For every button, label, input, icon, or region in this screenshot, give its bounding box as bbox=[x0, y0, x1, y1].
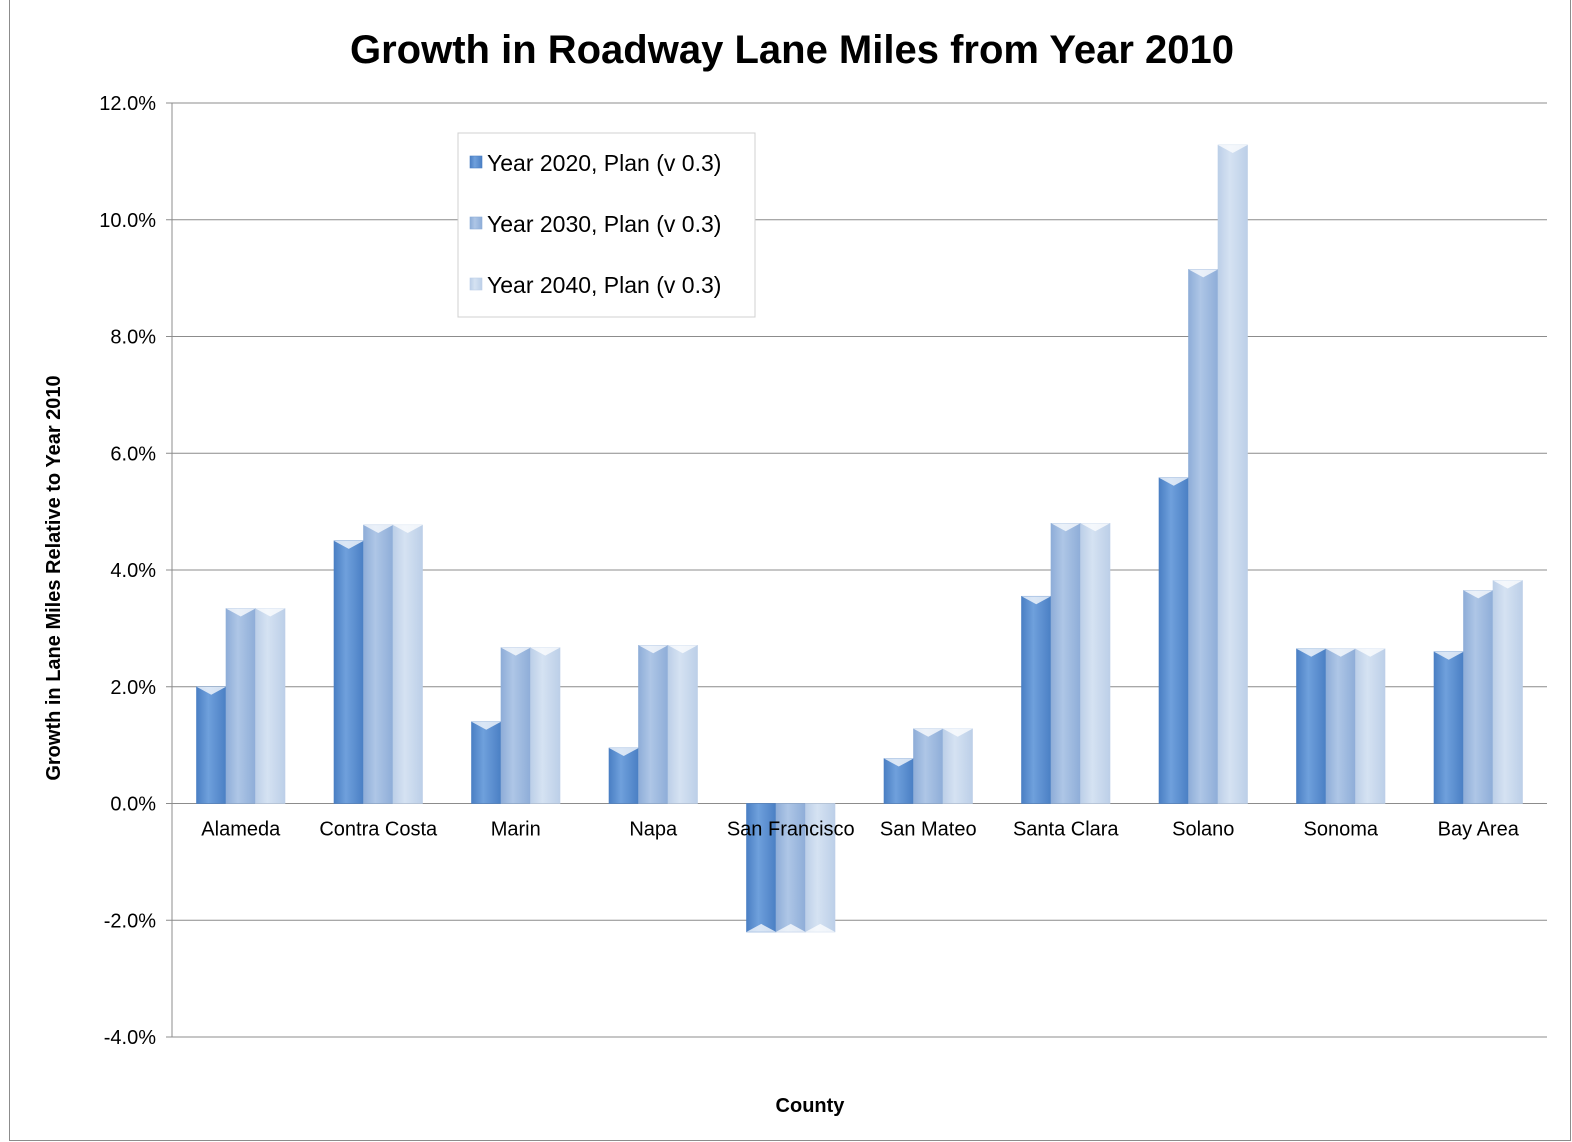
bar-bevel bbox=[471, 721, 501, 730]
x-axis-title: County bbox=[776, 1095, 846, 1117]
bar-contra-costa-series-1 bbox=[333, 540, 364, 804]
bar-bevel bbox=[530, 647, 560, 656]
legend-label: Year 2040, Plan (v 0.3) bbox=[487, 272, 721, 298]
bar-contra-costa-series-3 bbox=[392, 524, 423, 804]
gridlines bbox=[166, 102, 1547, 1038]
bar-bevel bbox=[1434, 651, 1464, 660]
bar-bevel bbox=[943, 728, 973, 737]
bar-bevel bbox=[1296, 648, 1326, 657]
legend-swatch bbox=[469, 216, 483, 230]
bar-bevel bbox=[609, 748, 639, 757]
y-axis-title: Growth in Lane Miles Relative to Year 20… bbox=[43, 375, 65, 780]
bar-bevel bbox=[1463, 590, 1493, 599]
bar-solano-series-3 bbox=[1217, 144, 1248, 804]
bar-napa-series-1 bbox=[608, 747, 639, 804]
bar-bevel bbox=[255, 608, 285, 617]
bar-sonoma-series-3 bbox=[1355, 648, 1386, 804]
legend-label: Year 2030, Plan (v 0.3) bbox=[487, 211, 721, 237]
y-tick-label: 0.0% bbox=[110, 794, 156, 816]
y-tick-label: -4.0% bbox=[104, 1027, 156, 1049]
y-tick-label: 4.0% bbox=[110, 560, 156, 582]
bar-marin-series-3 bbox=[530, 647, 561, 804]
y-tick-label: 10.0% bbox=[99, 210, 156, 232]
bar-bevel bbox=[1188, 269, 1218, 278]
bar-bevel bbox=[776, 923, 806, 932]
legend-swatch bbox=[469, 155, 483, 169]
bar-napa-series-3 bbox=[667, 645, 698, 804]
x-tick-label: Contra Costa bbox=[319, 819, 438, 841]
x-tick-label: Marin bbox=[491, 819, 541, 841]
bar-bay-area-series-3 bbox=[1492, 580, 1523, 804]
bar-bevel bbox=[884, 758, 914, 767]
legend: Year 2020, Plan (v 0.3) Year 2030, Plan (… bbox=[457, 132, 756, 318]
x-tick-label: Sonoma bbox=[1304, 819, 1379, 841]
bar-contra-costa-series-2 bbox=[363, 524, 394, 804]
y-tick-label: 8.0% bbox=[110, 327, 156, 349]
x-tick-label: Alameda bbox=[201, 819, 281, 841]
bar-bevel bbox=[1355, 648, 1385, 657]
bar-santa-clara-series-1 bbox=[1021, 595, 1052, 804]
bar-bevel bbox=[1493, 580, 1523, 589]
bar-bevel bbox=[638, 645, 668, 654]
bar-sonoma-series-1 bbox=[1296, 648, 1327, 804]
bar-bevel bbox=[196, 686, 226, 695]
x-tick-label: Bay Area bbox=[1438, 819, 1520, 841]
bar-santa-clara-series-2 bbox=[1050, 522, 1081, 804]
bar-bay-area-series-1 bbox=[1433, 651, 1464, 804]
bar-bevel bbox=[226, 608, 256, 617]
legend-swatch bbox=[469, 277, 483, 291]
x-tick-label: San Mateo bbox=[880, 819, 977, 841]
bar-san-mateo-series-3 bbox=[942, 728, 973, 804]
bar-bevel bbox=[363, 525, 393, 534]
y-tick-label: 12.0% bbox=[99, 93, 156, 115]
bar-bevel bbox=[501, 647, 531, 656]
bar-sonoma-series-2 bbox=[1325, 648, 1356, 804]
bar-napa-series-2 bbox=[638, 645, 669, 804]
bar-bevel bbox=[1080, 523, 1110, 532]
bar-marin-series-2 bbox=[500, 647, 531, 804]
legend-label: Year 2020, Plan (v 0.3) bbox=[487, 150, 721, 176]
x-tick-label: Santa Clara bbox=[1013, 819, 1119, 841]
bar-bevel bbox=[1159, 477, 1189, 486]
bar-bay-area-series-2 bbox=[1463, 590, 1494, 804]
bar-alameda-series-3 bbox=[255, 608, 286, 804]
y-tick-label: 6.0% bbox=[110, 443, 156, 465]
bar-bevel bbox=[334, 540, 364, 549]
bar-bevel bbox=[1051, 523, 1081, 532]
bar-solano-series-1 bbox=[1158, 477, 1189, 804]
y-axis-ticks: -4.0% -2.0% 0.0% 2.0% 4.0% 6.0% 8.0% 10.0% 12.0% bbox=[99, 93, 156, 1049]
bar-bevel bbox=[393, 525, 423, 534]
bars bbox=[196, 144, 1523, 933]
bar-bevel bbox=[805, 923, 835, 932]
y-tick-label: 2.0% bbox=[110, 677, 156, 699]
bar-bevel bbox=[1021, 596, 1051, 605]
chart-title: Growth in Roadway Lane Miles from Year 2… bbox=[350, 28, 1234, 72]
legend-box bbox=[457, 132, 756, 318]
x-tick-label: San Francisco bbox=[727, 819, 855, 841]
bar-san-francisco-series-3 bbox=[805, 803, 836, 933]
bar-santa-clara-series-3 bbox=[1080, 522, 1111, 804]
x-tick-label: Solano bbox=[1172, 819, 1234, 841]
bar-bevel bbox=[1326, 648, 1356, 657]
bar-bevel bbox=[746, 923, 776, 932]
bar-alameda-series-2 bbox=[225, 608, 256, 804]
bar-bevel bbox=[668, 645, 698, 654]
bar-alameda-series-1 bbox=[196, 686, 227, 804]
bar-bevel bbox=[1218, 145, 1248, 154]
x-tick-label: Napa bbox=[629, 819, 678, 841]
bar-san-mateo-series-2 bbox=[913, 728, 944, 804]
bar-bevel bbox=[913, 728, 943, 737]
bar-marin-series-1 bbox=[471, 721, 502, 804]
y-tick-label: -2.0% bbox=[104, 910, 156, 932]
x-axis-ticks: Alameda Contra Costa Marin Napa San Francisc… bbox=[201, 819, 1519, 841]
bar-solano-series-2 bbox=[1188, 269, 1219, 804]
